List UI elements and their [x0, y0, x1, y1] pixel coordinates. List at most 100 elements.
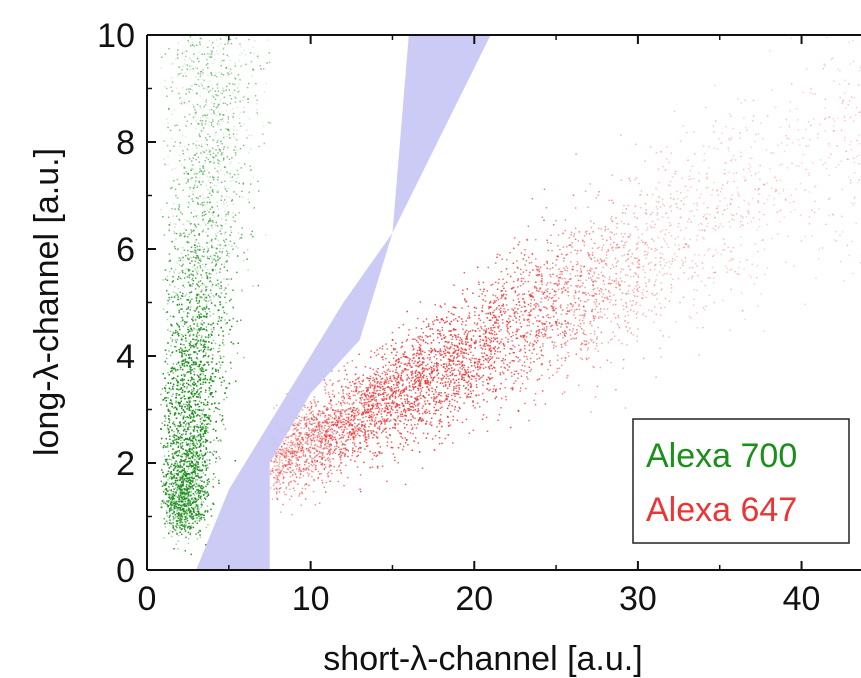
alexa-700-point	[181, 517, 183, 519]
alexa-700-point	[237, 149, 239, 151]
alexa-700-point	[195, 226, 197, 228]
alexa-700-point	[207, 524, 209, 526]
alexa-700-point	[221, 194, 223, 197]
alexa-700-point	[252, 176, 255, 179]
alexa-700-point	[239, 54, 241, 56]
alexa-700-point	[170, 512, 173, 515]
alexa-700-point	[227, 116, 229, 118]
alexa-700-point	[225, 370, 227, 373]
alexa-700-point	[195, 299, 198, 301]
alexa-700-point	[255, 82, 257, 85]
alexa-700-point	[187, 180, 189, 183]
alexa-700-point	[193, 309, 195, 312]
alexa-700-point	[241, 190, 243, 192]
alexa-700-point	[243, 260, 245, 262]
alexa-700-point	[195, 120, 197, 122]
alexa-700-point	[199, 470, 201, 472]
alexa-700-point	[187, 505, 189, 507]
alexa-700-point	[164, 85, 166, 88]
alexa-700-point	[179, 404, 181, 406]
alexa-700-point	[206, 46, 208, 48]
alexa-700-point	[232, 216, 235, 218]
alexa-700-point	[226, 136, 228, 138]
alexa-700-point	[185, 255, 187, 257]
alexa-700-point	[174, 501, 176, 503]
alexa-700-point	[219, 257, 221, 259]
alexa-700-point	[168, 532, 170, 535]
alexa-700-point	[228, 73, 230, 76]
alexa-700-point	[209, 289, 212, 291]
alexa-700-point	[219, 439, 221, 441]
alexa-700-point	[190, 459, 192, 462]
alexa-700-point	[213, 111, 215, 114]
alexa-700-point	[199, 421, 202, 423]
alexa-700-point	[194, 267, 196, 270]
alexa-700-point	[175, 58, 177, 60]
alexa-700-point	[200, 349, 202, 351]
alexa-700-point	[222, 306, 224, 309]
alexa-700-point	[204, 391, 207, 393]
alexa-700-point	[214, 342, 217, 345]
alexa-700-point	[189, 179, 191, 181]
alexa-700-point	[177, 382, 179, 384]
alexa-700-point	[210, 393, 212, 395]
alexa-700-point	[202, 150, 204, 153]
alexa-700-point	[178, 515, 180, 517]
alexa-700-point	[198, 518, 201, 520]
alexa-700-point	[203, 424, 206, 426]
alexa-700-point	[195, 83, 198, 86]
alexa-700-point	[184, 479, 187, 481]
alexa-700-point	[179, 219, 181, 221]
alexa-700-point	[237, 87, 239, 90]
alexa-700-point	[191, 518, 194, 520]
alexa-700-point	[232, 83, 234, 85]
alexa-700-point	[177, 248, 179, 250]
alexa-700-point	[197, 259, 200, 261]
alexa-700-point	[266, 62, 268, 64]
alexa-700-point	[196, 146, 198, 148]
alexa-700-point	[200, 152, 202, 154]
alexa-700-point	[182, 508, 185, 510]
alexa-700-point	[191, 285, 193, 287]
alexa-700-point	[181, 444, 184, 447]
alexa-700-point	[172, 351, 174, 353]
alexa-700-point	[192, 157, 194, 159]
alexa-700-point	[185, 336, 187, 339]
alexa-700-point	[182, 247, 184, 249]
alexa-700-point	[190, 483, 192, 486]
alexa-700-point	[187, 508, 190, 510]
alexa-700-point	[182, 510, 184, 512]
alexa-700-point	[199, 327, 202, 329]
alexa-700-point	[222, 87, 224, 89]
alexa-700-point	[232, 179, 235, 181]
alexa-700-point	[208, 196, 211, 199]
alexa-700-point	[203, 299, 205, 301]
alexa-700-point	[177, 540, 179, 542]
alexa-700-point	[195, 113, 197, 115]
alexa-700-point	[170, 345, 172, 347]
alexa-700-point	[238, 238, 241, 240]
alexa-700-point	[221, 218, 223, 220]
alexa-700-point	[186, 371, 188, 374]
alexa-700-point	[201, 516, 203, 519]
alexa-700-point	[185, 103, 188, 105]
alexa-700-point	[207, 86, 209, 88]
alexa-700-point	[196, 217, 199, 219]
alexa-700-point	[208, 109, 211, 111]
alexa-700-point	[183, 512, 186, 514]
alexa-700-point	[203, 427, 205, 430]
alexa-700-point	[218, 347, 220, 350]
alexa-700-point	[202, 456, 205, 458]
alexa-700-point	[230, 43, 233, 45]
alexa-700-point	[212, 354, 214, 356]
alexa-700-point	[177, 520, 179, 522]
alexa-700-point	[163, 537, 165, 539]
alexa-700-point	[210, 299, 212, 301]
alexa-700-point	[184, 477, 186, 479]
alexa-700-point	[206, 209, 209, 211]
alexa-700-point	[225, 89, 227, 91]
alexa-700-point	[165, 311, 167, 314]
alexa-700-point	[188, 296, 190, 298]
alexa-700-point	[167, 155, 169, 158]
alexa-700-point	[224, 210, 226, 213]
